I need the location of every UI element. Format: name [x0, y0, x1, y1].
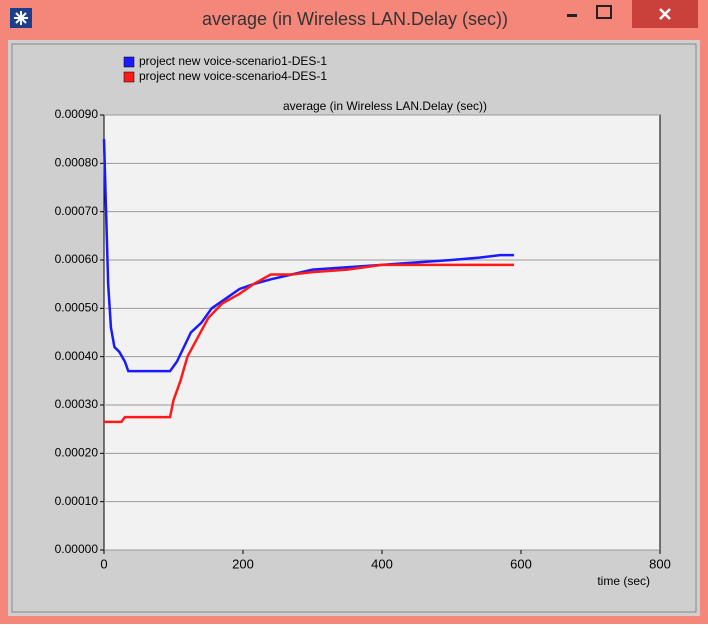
legend-label: project new voice-scenario1-DES-1: [139, 54, 327, 68]
app-icon-glyph: [14, 11, 28, 25]
y-tick-label: 0.00060: [55, 252, 99, 266]
legend-swatch: [123, 71, 135, 83]
x-tick-label: 600: [510, 556, 532, 571]
maximize-button[interactable]: [596, 5, 612, 19]
minimize-button[interactable]: [567, 14, 577, 17]
legend-swatch: [123, 56, 135, 68]
y-tick-label: 0.00090: [55, 107, 99, 121]
x-tick-label: 800: [649, 556, 671, 571]
y-tick-label: 0.00070: [55, 204, 99, 218]
x-tick-label: 200: [232, 556, 254, 571]
series-line: [104, 263, 515, 424]
plot-title: average (in Wireless LAN.Delay (sec)): [283, 99, 487, 113]
x-tick-label: 0: [100, 556, 107, 571]
y-tick-label: 0.00050: [55, 301, 99, 315]
window-title: average (in Wireless LAN.Delay (sec)): [202, 9, 508, 29]
close-glyph: [659, 8, 671, 20]
x-tick-label: 400: [371, 556, 393, 571]
legend-label: project new voice-scenario4-DES-1: [139, 69, 327, 83]
y-tick-label: 0.00010: [55, 494, 99, 508]
y-tick-label: 0.00040: [55, 349, 99, 363]
y-tick-label: 0.00020: [55, 446, 99, 460]
y-tick-label: 0.00000: [55, 542, 99, 556]
y-tick-label: 0.00080: [55, 156, 99, 170]
x-axis-label: time (sec): [597, 574, 650, 588]
y-tick-label: 0.00030: [55, 397, 99, 411]
plot-area: [103, 114, 661, 551]
